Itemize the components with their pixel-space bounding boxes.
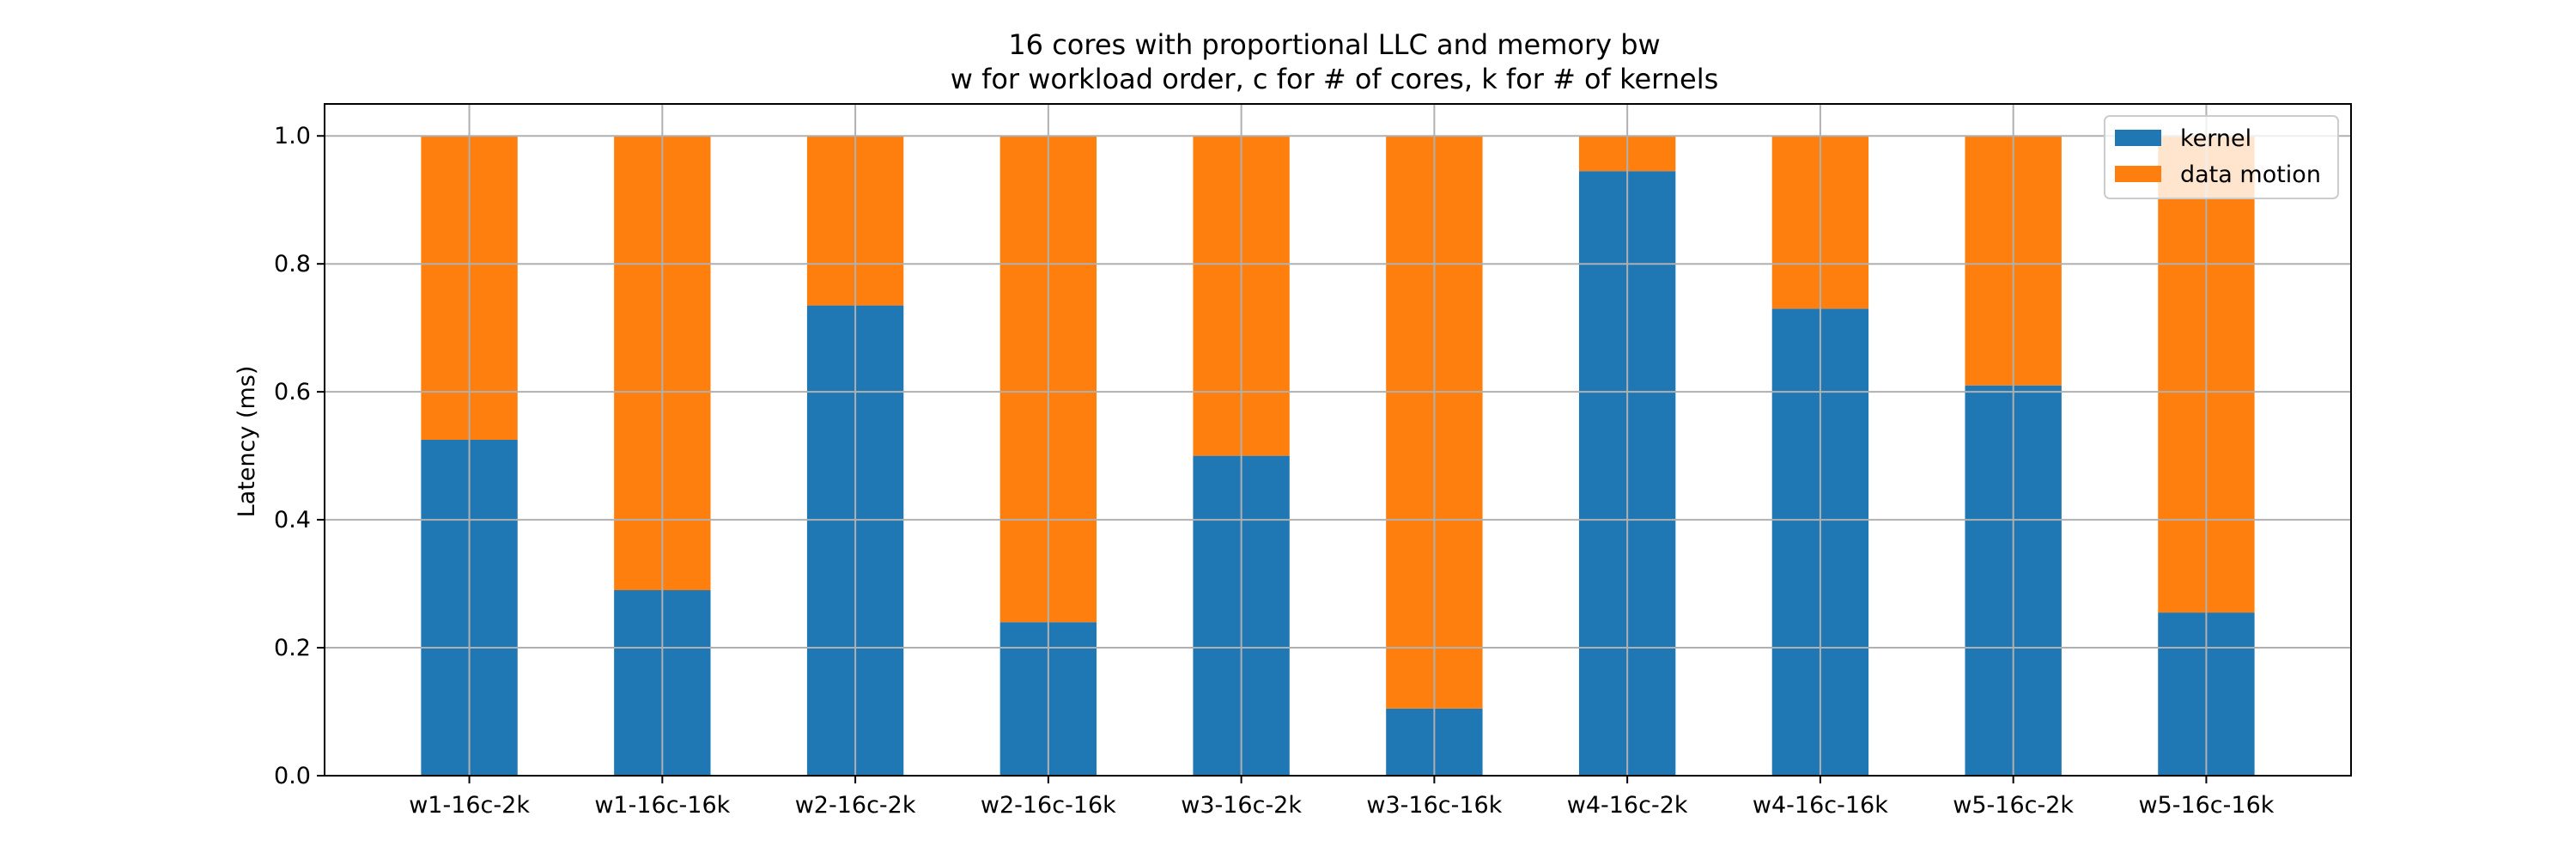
x-tick-label: w4-16c-16k bbox=[1753, 792, 1888, 819]
chart-title: 16 cores with proportional LLC and memor… bbox=[1008, 28, 1660, 61]
y-tick-label: 0.4 bbox=[274, 507, 311, 533]
legend-label-data-motion: data motion bbox=[2180, 161, 2321, 188]
x-tick-label: w5-16c-2k bbox=[1953, 792, 2074, 819]
y-tick-label: 0.8 bbox=[274, 251, 311, 277]
y-tick-label: 0.0 bbox=[274, 763, 311, 789]
x-tick-label: w1-16c-16k bbox=[594, 792, 730, 819]
y-axis-label: Latency (ms) bbox=[234, 366, 260, 518]
chart-subtitle: w for workload order, c for # of cores, … bbox=[951, 63, 1719, 95]
y-tick-label: 1.0 bbox=[274, 123, 311, 149]
legend-label-kernel: kernel bbox=[2180, 125, 2251, 152]
legend: kernel data motion bbox=[2104, 115, 2339, 199]
x-tick-label: w2-16c-2k bbox=[795, 792, 916, 819]
y-tick-label: 0.2 bbox=[274, 635, 311, 661]
x-tick-label: w5-16c-16k bbox=[2138, 792, 2274, 819]
y-tick-label: 0.6 bbox=[274, 379, 311, 405]
x-tick-label: w1-16c-2k bbox=[409, 792, 530, 819]
legend-swatch-kernel bbox=[2115, 130, 2161, 146]
x-tick-label: w2-16c-16k bbox=[981, 792, 1116, 819]
x-tick-label: w4-16c-2k bbox=[1567, 792, 1688, 819]
x-tick-label: w3-16c-2k bbox=[1181, 792, 1302, 819]
x-tick-label: w3-16c-16k bbox=[1366, 792, 1502, 819]
legend-swatch-data-motion bbox=[2115, 166, 2161, 182]
legend-box bbox=[2104, 115, 2339, 199]
axis-layer: 0.0 0.2 0.4 0.6 0.8 1.0 w1-16c-2k w1-16c-16k w2-… bbox=[274, 103, 2352, 819]
plot-frame bbox=[324, 103, 2352, 777]
